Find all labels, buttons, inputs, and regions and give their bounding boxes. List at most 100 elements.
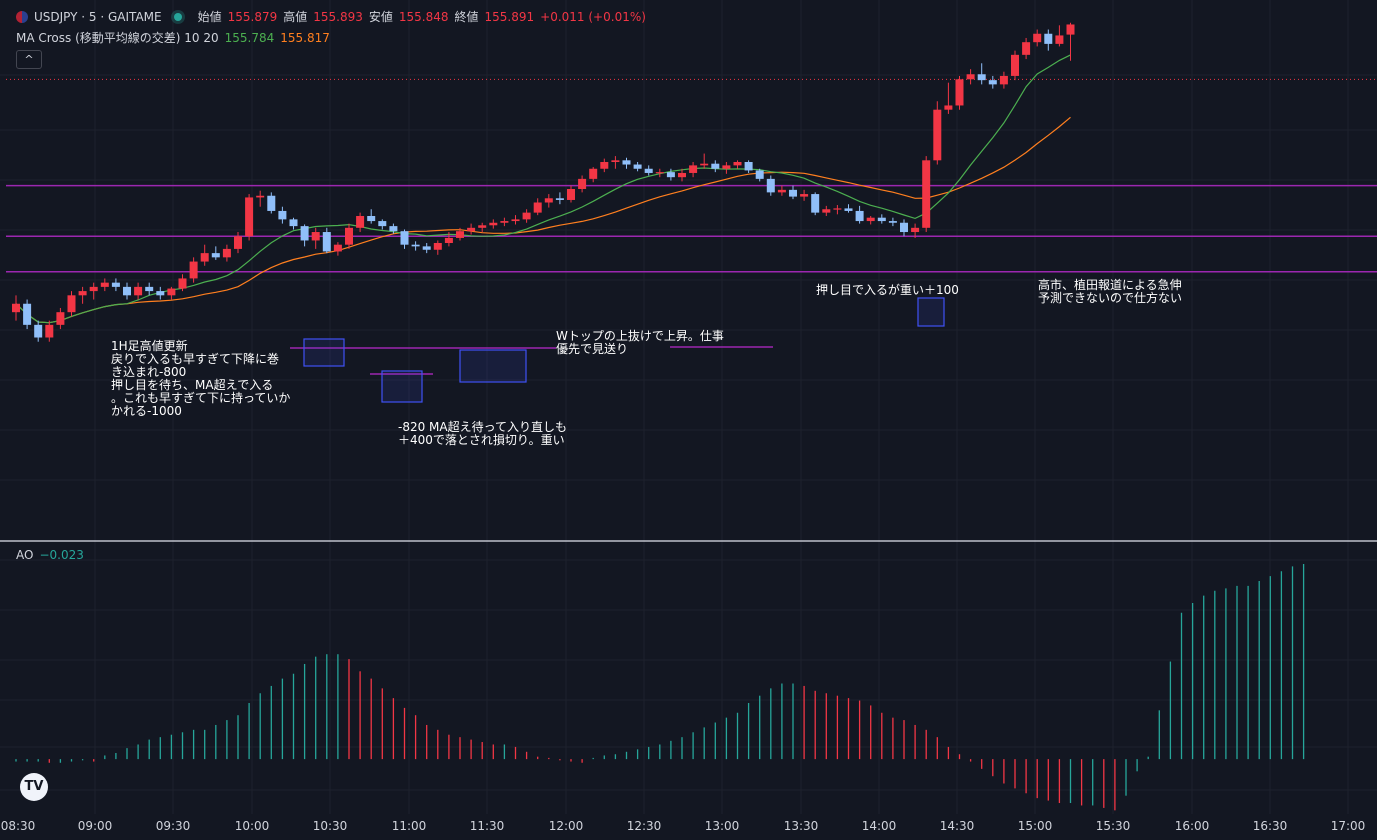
candle-body-77 bbox=[866, 217, 875, 222]
candle-body-8 bbox=[100, 282, 109, 287]
time-tick-8: 12:30 bbox=[627, 819, 662, 833]
candle-body-4 bbox=[56, 312, 65, 325]
ma-indicator-legend: MA Cross (移動平均線の交差) 10 20 155.784 155.81… bbox=[16, 29, 330, 46]
candle-body-80 bbox=[900, 222, 908, 233]
position-box-3 bbox=[917, 297, 945, 327]
candle-body-34 bbox=[389, 226, 398, 232]
position-box-1 bbox=[381, 370, 423, 403]
candle-body-35 bbox=[400, 231, 409, 245]
open-value: 155.879 bbox=[227, 9, 278, 24]
candle-body-57 bbox=[644, 168, 653, 173]
candle-body-19 bbox=[222, 248, 231, 258]
candle-body-81 bbox=[911, 227, 920, 233]
candle-body-76 bbox=[855, 210, 864, 222]
candle-body-91 bbox=[1022, 42, 1031, 55]
candle-body-46 bbox=[522, 212, 531, 220]
candle-body-9 bbox=[111, 282, 120, 287]
time-tick-14: 15:30 bbox=[1096, 819, 1131, 833]
time-tick-3: 10:00 bbox=[235, 819, 270, 833]
candle-body-86 bbox=[966, 74, 975, 80]
candle-body-71 bbox=[800, 194, 809, 197]
candle-body-33 bbox=[378, 221, 387, 227]
candle-body-13 bbox=[156, 291, 165, 296]
candle-body-6 bbox=[78, 291, 87, 296]
ao-value: −0.023 bbox=[39, 548, 84, 562]
candle-body-25 bbox=[289, 219, 298, 227]
candle-body-48 bbox=[544, 198, 553, 203]
candle-body-94 bbox=[1055, 35, 1064, 44]
candle-body-69 bbox=[777, 189, 786, 193]
collapse-legend-button[interactable]: ^ bbox=[16, 50, 42, 69]
open-label: 始値 bbox=[197, 10, 222, 24]
candle-body-83 bbox=[933, 109, 942, 161]
low-value: 155.848 bbox=[398, 9, 449, 24]
time-tick-15: 16:00 bbox=[1175, 819, 1210, 833]
candle-body-18 bbox=[211, 253, 220, 258]
ao-legend: AO −0.023 bbox=[16, 548, 84, 562]
candle-body-61 bbox=[689, 165, 698, 173]
ma-indicator-name[interactable]: MA Cross (移動平均線の交差) 10 20 bbox=[16, 31, 219, 45]
time-tick-13: 15:00 bbox=[1018, 819, 1053, 833]
time-tick-1: 09:00 bbox=[78, 819, 113, 833]
ma-fast-line bbox=[15, 54, 1071, 324]
candle-body-75 bbox=[844, 208, 853, 211]
symbol-header: USDJPY · 5 · GAITAME 始値 155.879 高値 155.893… bbox=[16, 8, 646, 25]
annotation-1[interactable]: 1H足高値更新 戻りで入るも早すぎて下降に巻 き込まれ-800 押し目を待ち、M… bbox=[111, 339, 291, 418]
candle-body-16 bbox=[189, 261, 198, 279]
symbol-title[interactable]: USDJPY · 5 · GAITAME bbox=[34, 9, 162, 24]
candle-body-56 bbox=[633, 164, 642, 169]
candle-body-0 bbox=[12, 303, 20, 313]
time-tick-11: 14:00 bbox=[862, 819, 897, 833]
candle-body-63 bbox=[711, 163, 720, 169]
candle-body-82 bbox=[922, 160, 931, 228]
close-label: 終値 bbox=[454, 10, 479, 24]
candle-body-23 bbox=[267, 195, 276, 211]
candle-body-85 bbox=[955, 79, 964, 106]
market-open-status-icon bbox=[173, 12, 182, 21]
low-label: 安値 bbox=[368, 10, 393, 24]
time-tick-17: 17:00 bbox=[1331, 819, 1366, 833]
candle-body-59 bbox=[666, 172, 675, 178]
currency-flag-icon bbox=[16, 10, 28, 23]
candle-body-65 bbox=[733, 162, 742, 166]
time-tick-16: 16:30 bbox=[1253, 819, 1288, 833]
candle-body-41 bbox=[467, 227, 476, 232]
time-tick-0: 08:30 bbox=[1, 819, 36, 833]
candle-body-88 bbox=[988, 80, 997, 85]
candle-body-62 bbox=[700, 163, 709, 166]
candle-body-79 bbox=[888, 221, 897, 223]
candle-body-30 bbox=[345, 227, 353, 245]
time-tick-5: 11:00 bbox=[392, 819, 427, 833]
ma-slow-value: 155.817 bbox=[280, 30, 330, 45]
candle-body-5 bbox=[67, 295, 76, 313]
candle-body-15 bbox=[178, 278, 187, 289]
close-value: 155.891 bbox=[484, 9, 535, 24]
annotation-5[interactable]: 高市、植田報道による急伸 予測できないので仕方ない bbox=[1038, 278, 1183, 305]
candle-body-58 bbox=[655, 172, 664, 174]
candle-body-73 bbox=[822, 209, 831, 213]
candle-body-68 bbox=[766, 178, 775, 193]
candle-body-37 bbox=[422, 246, 431, 250]
tradingview-logo-icon[interactable]: TV bbox=[20, 773, 48, 801]
candle-body-45 bbox=[511, 219, 520, 222]
annotation-2[interactable]: -820 MA超え待って入り直しも ＋400で落とされ損切り。重い bbox=[398, 420, 568, 447]
candle-body-74 bbox=[833, 208, 842, 210]
candle-body-53 bbox=[600, 162, 609, 169]
annotation-3[interactable]: Wトップの上抜けで上昇。仕事 優先で見送り bbox=[556, 329, 724, 356]
candle-body-51 bbox=[578, 178, 587, 189]
candle-body-32 bbox=[367, 216, 376, 222]
candle-body-3 bbox=[45, 324, 54, 338]
candle-body-52 bbox=[589, 168, 598, 179]
candle-body-11 bbox=[134, 286, 143, 296]
candle-body-44 bbox=[500, 221, 509, 223]
time-tick-4: 10:30 bbox=[313, 819, 348, 833]
candle-body-84 bbox=[944, 105, 953, 110]
position-box-0 bbox=[303, 338, 345, 367]
candle-body-95 bbox=[1066, 24, 1075, 35]
candle-body-54 bbox=[611, 160, 620, 162]
annotation-4[interactable]: 押し目で入るが重い＋100 bbox=[816, 283, 959, 297]
candle-body-26 bbox=[300, 226, 309, 241]
ao-name[interactable]: AO bbox=[16, 548, 34, 562]
